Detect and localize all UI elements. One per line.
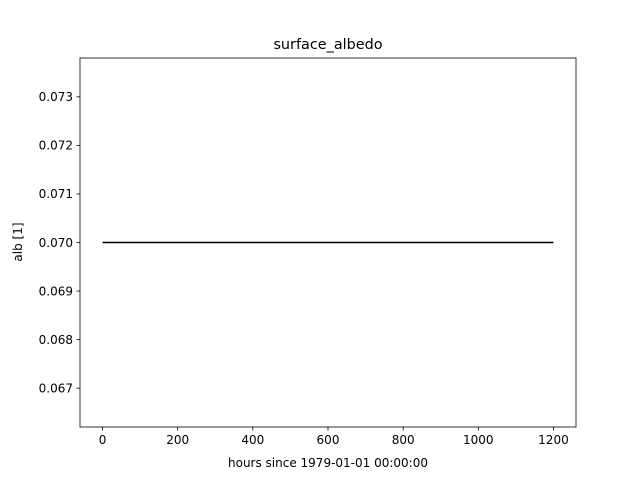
y-tick-label: 0.070	[39, 236, 73, 250]
x-tick-label: 400	[241, 433, 264, 447]
x-axis-label: hours since 1979-01-01 00:00:00	[228, 456, 428, 470]
x-tick-label: 800	[392, 433, 415, 447]
y-tick-label: 0.073	[39, 90, 73, 104]
x-tick-label: 200	[166, 433, 189, 447]
chart-title: surface_albedo	[273, 37, 382, 53]
x-tick-label: 0	[99, 433, 107, 447]
x-tick-label: 1200	[538, 433, 569, 447]
y-tick-label: 0.069	[39, 284, 73, 298]
y-tick-label: 0.067	[39, 381, 73, 395]
x-tick-label: 1000	[463, 433, 494, 447]
x-tick-label: 600	[317, 433, 340, 447]
y-axis-label: alb [1]	[11, 222, 25, 261]
y-axis: 0.067 0.068 0.069 0.070 0.071 0.072 0.073	[39, 90, 80, 395]
x-axis: 0 200 400 600 800 1000 1200	[99, 427, 569, 447]
y-tick-label: 0.071	[39, 187, 73, 201]
y-tick-label: 0.068	[39, 333, 73, 347]
y-tick-label: 0.072	[39, 139, 73, 153]
